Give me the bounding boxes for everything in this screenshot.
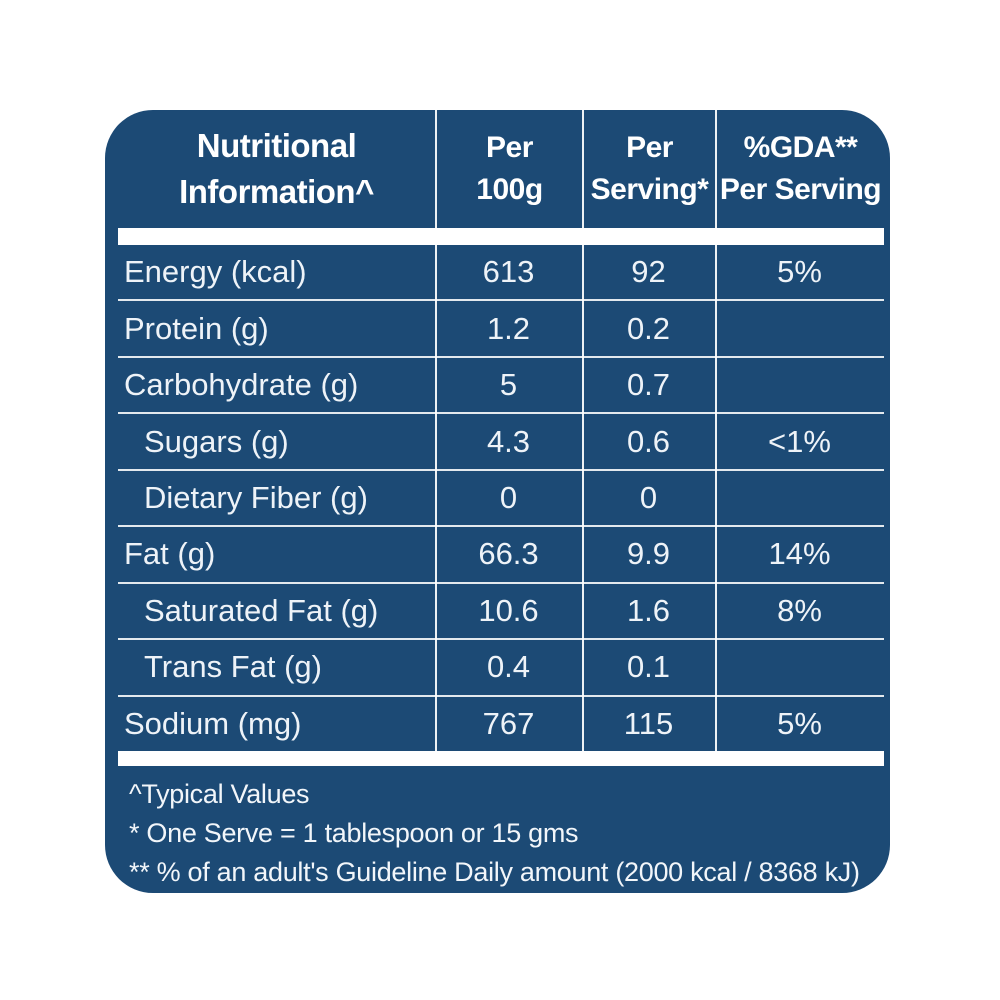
footnote-one-serve: * One Serve = 1 tablespoon or 15 gms	[129, 818, 579, 848]
row-per-100g: 66.3	[478, 536, 539, 572]
row-gda: 5%	[777, 254, 822, 290]
table-row-energy: Energy (kcal) 613 92 5%	[118, 245, 884, 302]
row-per-serving: 0	[639, 479, 658, 515]
row-label: Sodium (mg)	[124, 705, 302, 741]
header-separator-bar	[118, 228, 884, 245]
header-gda-per-serving: %GDA** Per Serving	[715, 110, 884, 228]
row-label: Trans Fat (g)	[144, 649, 322, 685]
header-per-100g: Per 100g	[435, 110, 582, 228]
row-per-serving: 1.6	[626, 592, 671, 628]
row-gda: 5%	[777, 705, 822, 741]
row-per-100g: 767	[482, 705, 535, 741]
row-per-100g: 10.6	[478, 592, 539, 628]
row-gda	[715, 301, 884, 355]
table-header-row: Nutritional Information^ Per 100g Per Se…	[118, 110, 884, 228]
row-per-100g: 1.2	[486, 310, 531, 346]
table-row-carbohydrate: Carbohydrate (g) 5 0.7	[118, 358, 884, 415]
row-label: Carbohydrate (g)	[124, 367, 359, 403]
footer-separator-bar	[118, 751, 884, 766]
footnote-gda-definition: ** % of an adult's Guideline Daily amoun…	[129, 857, 860, 887]
row-per-serving: 0.2	[626, 310, 671, 346]
table-row-sodium: Sodium (mg) 767 115 5%	[118, 697, 884, 751]
row-per-serving: 92	[631, 254, 666, 290]
table-body: Energy (kcal) 613 92 5% Protein (g) 1.2 …	[118, 245, 884, 751]
row-per-serving: 0.6	[626, 423, 671, 459]
row-label: Protein (g)	[124, 310, 269, 346]
row-gda: 8%	[777, 592, 822, 628]
row-gda: <1%	[768, 423, 831, 459]
row-per-100g: 0	[499, 479, 518, 515]
row-per-serving: 115	[623, 705, 674, 741]
footnote-typical-values: ^Typical Values	[129, 779, 310, 809]
nutrition-panel: Nutritional Information^ Per 100g Per Se…	[105, 110, 890, 893]
row-gda	[715, 471, 884, 525]
row-label: Energy (kcal)	[124, 254, 307, 290]
footnotes: ^Typical Values * One Serve = 1 tablespo…	[105, 766, 890, 892]
table-row-protein: Protein (g) 1.2 0.2	[118, 301, 884, 358]
row-gda	[715, 358, 884, 412]
row-per-serving: 0.1	[626, 649, 671, 685]
table-row-trans-fat: Trans Fat (g) 0.4 0.1	[118, 640, 884, 697]
table-row-sugars: Sugars (g) 4.3 0.6 <1%	[118, 414, 884, 471]
row-per-100g: 5	[499, 367, 518, 403]
table-row-saturated-fat: Saturated Fat (g) 10.6 1.6 8%	[118, 584, 884, 641]
row-gda	[715, 640, 884, 694]
row-per-100g: 4.3	[486, 423, 531, 459]
header-nutritional-information: Nutritional Information^	[179, 127, 374, 210]
row-per-100g: 0.4	[486, 649, 531, 685]
header-per-serving: Per Serving*	[582, 110, 715, 228]
table-row-fat: Fat (g) 66.3 9.9 14%	[118, 527, 884, 584]
row-gda: 14%	[768, 536, 831, 572]
row-per-100g: 613	[482, 254, 535, 290]
row-per-serving: 9.9	[626, 536, 671, 572]
row-label: Saturated Fat (g)	[144, 592, 379, 628]
row-label: Fat (g)	[124, 536, 216, 572]
row-label: Sugars (g)	[144, 423, 289, 459]
table-row-dietary-fiber: Dietary Fiber (g) 0 0	[118, 471, 884, 528]
row-per-serving: 0.7	[626, 367, 671, 403]
row-label: Dietary Fiber (g)	[144, 479, 368, 515]
